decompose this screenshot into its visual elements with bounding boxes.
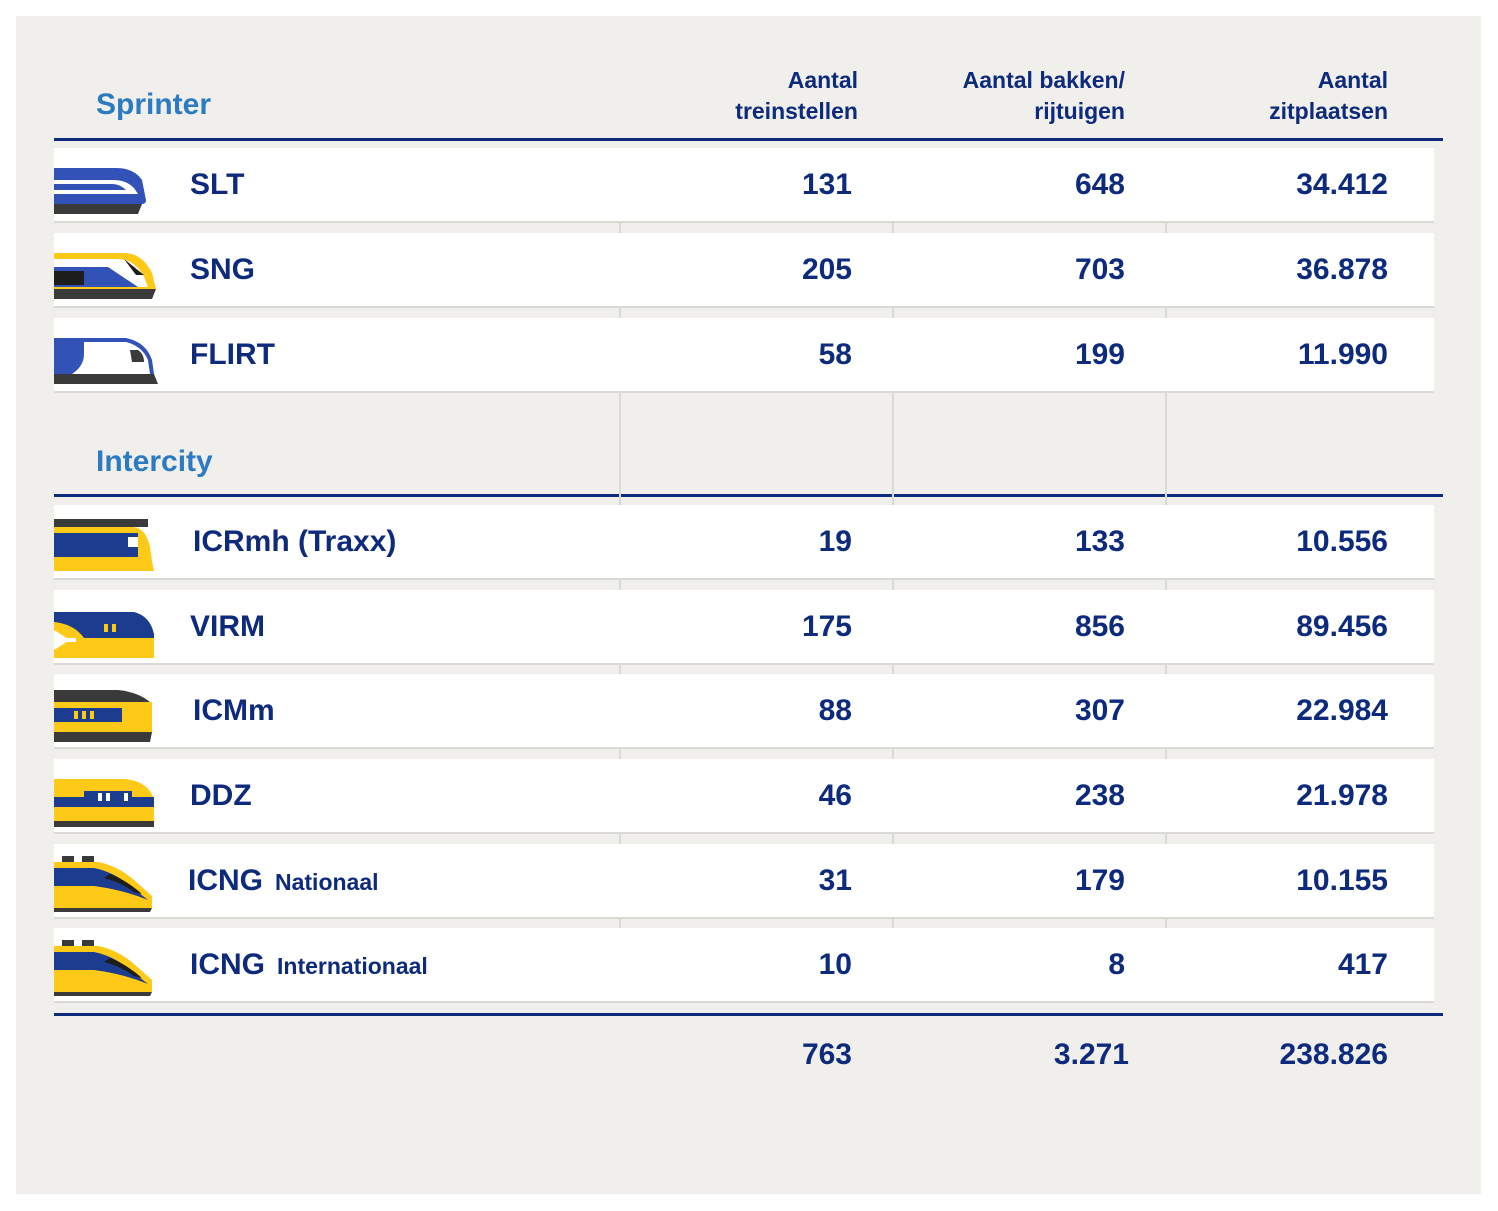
seats-value: 10.155 [1296, 864, 1388, 897]
table-row [54, 928, 1434, 1003]
train-type-label: VIRM [190, 610, 265, 643]
train-type-variant: Internationaal [277, 953, 428, 979]
trainsets-value: 88 [818, 694, 852, 727]
carriages-value: 307 [1074, 694, 1125, 727]
seats-value: 11.990 [1297, 338, 1388, 371]
trainsets-value: 58 [818, 338, 852, 371]
seats-value: 10.556 [1296, 525, 1388, 558]
train-type-label: SLT [190, 168, 245, 201]
seats-value: 22.984 [1296, 694, 1388, 727]
trainsets-value: 31 [818, 864, 852, 897]
header-carriages: Aantal bakken/rijtuigen [962, 67, 1125, 124]
icng-train-icon [54, 856, 159, 916]
train-type-name: ICMm [193, 694, 275, 728]
seats-value: 417 [1337, 948, 1388, 981]
train-type-label: ICNG [188, 864, 263, 897]
seats-value: 36.878 [1296, 253, 1388, 286]
slt-train-icon [54, 160, 159, 220]
train-type-name: SLT [190, 168, 244, 202]
train-type-variant: Nationaal [275, 869, 379, 895]
train-type-label: DDZ [190, 779, 252, 812]
section-title-sprinter: Sprinter [96, 88, 212, 121]
trainsets-value: 175 [801, 610, 852, 643]
sng-train-icon [54, 245, 159, 305]
carriages-value: 703 [1074, 253, 1125, 286]
train-type-label: ICNG [190, 948, 265, 981]
table-row [54, 318, 1434, 393]
virm-train-icon [54, 602, 159, 662]
seats-value: 21.978 [1296, 779, 1388, 812]
trainsets-value: 10 [818, 948, 852, 981]
carriages-value: 133 [1074, 525, 1125, 558]
train-type-name: VIRM [190, 610, 265, 644]
header-seats: Aantal zitplaatsen [1269, 67, 1388, 124]
total-carriages: 3.271 [1053, 1038, 1129, 1071]
table-row [54, 148, 1434, 223]
table-row [54, 844, 1434, 919]
totals-rule [54, 1013, 1443, 1016]
carriages-value: 648 [1074, 168, 1125, 201]
train-type-name: FLIRT [190, 338, 275, 372]
table-row [54, 590, 1434, 665]
section-title-intercity: Intercity [96, 445, 213, 478]
train-type-label: ICRmh (Traxx) [193, 525, 397, 558]
train-type-name: ICRmh (Traxx) [193, 525, 396, 559]
header-trainsets: Aantal treinstellen [735, 67, 858, 124]
total-seats: 238.826 [1279, 1038, 1388, 1071]
seats-value: 89.456 [1296, 610, 1388, 643]
train-type-name: DDZ [190, 779, 252, 813]
table-row [54, 674, 1434, 749]
train-type-name: ICNG Internationaal [190, 948, 428, 982]
table-row [54, 505, 1434, 580]
carriages-value: 238 [1074, 779, 1125, 812]
train-type-name: SNG [190, 253, 255, 287]
trainsets-value: 131 [801, 168, 852, 201]
train-type-label: SNG [190, 253, 256, 286]
section-rule [54, 494, 1443, 497]
flirt-train-icon [54, 330, 159, 390]
header-rule [54, 138, 1443, 141]
ddz-train-icon [54, 771, 159, 831]
train-type-label: ICMm [193, 694, 275, 727]
train-type-name: ICNG Nationaal [188, 864, 379, 898]
total-trainsets: 763 [801, 1038, 852, 1071]
table-row [54, 233, 1434, 308]
trainsets-value: 46 [818, 779, 852, 812]
train-type-label: FLIRT [190, 338, 275, 371]
carriages-value: 856 [1074, 610, 1125, 643]
carriages-value: 199 [1074, 338, 1125, 371]
icng-train-icon [54, 940, 159, 1000]
trainsets-value: 205 [801, 253, 852, 286]
table-row [54, 759, 1434, 834]
icrmh-train-icon [54, 517, 159, 577]
carriages-value: 8 [1108, 948, 1125, 981]
icmm-train-icon [54, 686, 159, 746]
trainsets-value: 19 [818, 525, 852, 558]
seats-value: 34.412 [1296, 168, 1388, 201]
carriages-value: 179 [1074, 864, 1125, 897]
